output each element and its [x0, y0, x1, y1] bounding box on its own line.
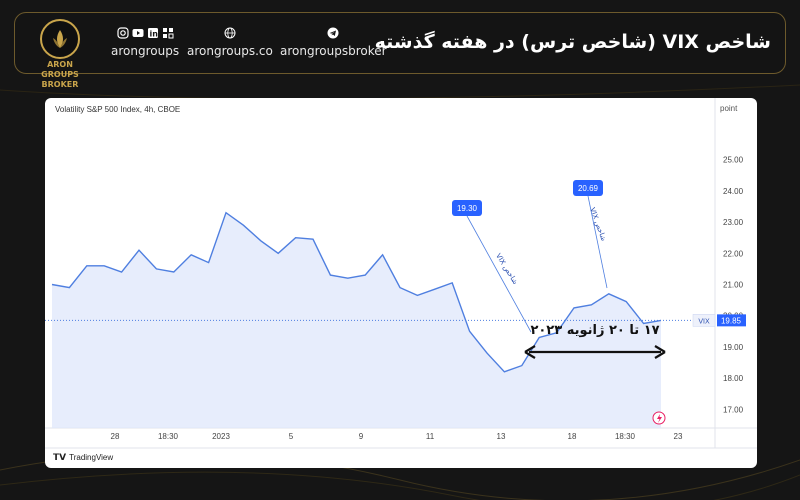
annotation-text: VIX شاخص — [588, 207, 607, 243]
vix-name-label: VIX — [698, 318, 710, 325]
instagram-icon[interactable] — [116, 27, 129, 39]
axis-unit: point — [720, 104, 738, 113]
linkedin-icon[interactable]: in — [147, 27, 159, 39]
y-tick-label: 25.00 — [723, 156, 744, 165]
tradingview-watermark: 𝗧𝗩 TradingView — [53, 452, 113, 463]
youtube-icon[interactable] — [132, 27, 144, 39]
social-website[interactable]: arongroups.co — [187, 27, 273, 58]
logo-text-1: ARON — [47, 60, 73, 69]
brand-logo: ARON GROUPS BROKER — [29, 17, 91, 89]
x-tick-label: 11 — [426, 432, 435, 441]
vix-name-badge — [692, 314, 716, 327]
page-title: شاخص VIX (شاخص ترس) در هفته گذشته — [374, 31, 771, 53]
x-tick-label: 13 — [497, 432, 506, 441]
y-tick-label: 17.00 — [723, 405, 744, 414]
svg-text:in: in — [149, 30, 158, 39]
logo-text-2: GROUPS — [41, 70, 79, 79]
y-tick-label: 18.00 — [723, 374, 744, 383]
annotation-connector — [466, 215, 532, 333]
y-tick-label: 19.00 — [723, 343, 744, 352]
flash-bolt-icon — [657, 414, 662, 423]
annotation-value: 20.69 — [578, 184, 599, 193]
y-tick-label: 24.00 — [723, 187, 744, 196]
logo-text-3: BROKER — [41, 80, 79, 89]
social-label-telegram: arongroupsbroker — [280, 44, 387, 58]
annotation-badge — [573, 180, 603, 196]
last-value-badge — [717, 314, 746, 327]
x-tick-label: 28 — [111, 432, 120, 441]
range-arrow-left-head — [524, 345, 536, 359]
x-tick-label: 5 — [289, 432, 294, 441]
x-tick-label: 2023 — [212, 432, 230, 441]
telegram-icon[interactable] — [327, 27, 339, 39]
x-tick-label: 18 — [568, 432, 577, 441]
last-value-label: 19.85 — [721, 316, 742, 325]
x-tick-label: 18:30 — [158, 432, 179, 441]
series-line — [51, 211, 662, 373]
grid-icon[interactable] — [162, 27, 174, 39]
range-arrow-right-head — [654, 345, 666, 359]
x-tick-label: 18:30 — [615, 432, 636, 441]
chart-title: Volatility S&P 500 Index, 4h, CBOE — [55, 105, 181, 114]
annotation-value: 19.30 — [457, 204, 478, 213]
y-tick-label: 23.00 — [723, 218, 744, 227]
social-label-arongroups: arongroups — [111, 44, 180, 58]
x-tick-label: 9 — [359, 432, 364, 441]
x-tick-label: 23 — [674, 432, 683, 441]
logo-emblem-icon — [40, 19, 80, 59]
y-tick-label: 22.00 — [723, 249, 744, 258]
series-area — [52, 212, 661, 428]
social-instagram[interactable]: in arongroups — [111, 27, 179, 58]
annotation-text: VIX شاخص — [494, 252, 519, 286]
social-telegram[interactable]: arongroupsbroker — [280, 27, 387, 58]
range-label: ۱۷ تا ۲۰ ژانویه ۲۰۲۳ — [530, 323, 659, 338]
tradingview-label: TradingView — [69, 453, 114, 462]
header-bar: ARON GROUPS BROKER in arongroups arongro… — [14, 12, 786, 89]
y-tick-label: 21.00 — [723, 280, 744, 289]
social-label-website: arongroups.co — [187, 44, 273, 58]
globe-icon[interactable] — [224, 27, 236, 39]
chart-panel: 25.0024.0023.0022.0021.0020.0019.0018.00… — [45, 98, 757, 468]
annotation-badge — [452, 200, 482, 216]
tradingview-logo-icon: 𝗧𝗩 — [53, 452, 67, 462]
annotation-connector — [587, 195, 608, 289]
vix-chart: 25.0024.0023.0022.0021.0020.0019.0018.00… — [45, 98, 757, 449]
